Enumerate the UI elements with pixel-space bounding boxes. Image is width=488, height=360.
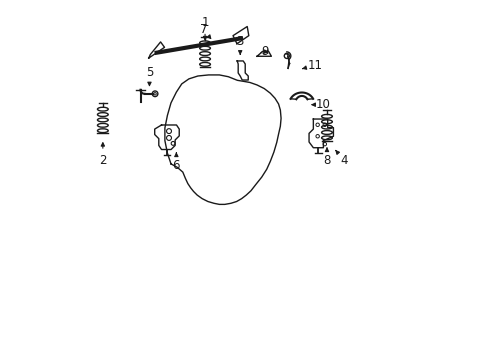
Text: 3: 3 (236, 35, 244, 54)
Text: 2: 2 (99, 143, 106, 167)
Text: 4: 4 (335, 150, 347, 167)
Text: 10: 10 (311, 98, 330, 111)
Text: 6: 6 (172, 153, 180, 172)
Text: 9: 9 (261, 45, 268, 58)
Text: 1: 1 (201, 16, 208, 40)
Text: 5: 5 (145, 66, 153, 86)
Text: 11: 11 (302, 59, 323, 72)
Text: 8: 8 (323, 148, 330, 167)
Text: 7: 7 (199, 23, 210, 39)
